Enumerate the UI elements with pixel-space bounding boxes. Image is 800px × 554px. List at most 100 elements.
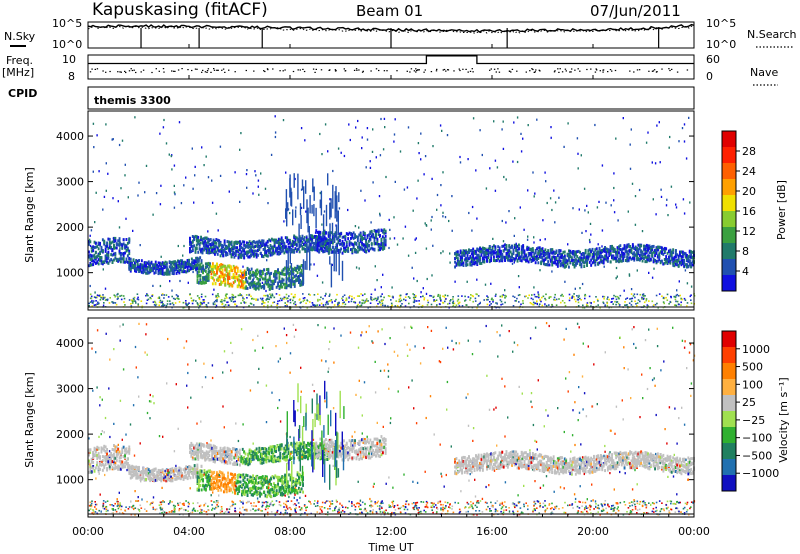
power-echo-cell [648,255,651,258]
power-echo-cell [214,273,217,277]
power-near-cell [361,294,364,297]
power-scatter-cell [628,274,631,277]
power-echo-cell [615,250,618,254]
power-echo-cell [175,263,178,267]
power-scatter-cell [527,235,529,238]
power-echo-cell [506,251,509,255]
power-echo-cell [690,265,693,269]
power-echo-cell [347,246,350,250]
power-near-cell [94,304,97,306]
power-echo-cell [551,248,554,252]
power-echo-cell [181,270,184,274]
power-echo-cell [189,242,191,246]
power-echo-cell [501,252,504,256]
power-near-cell [162,303,164,305]
power-echo-cell [637,243,640,247]
power-echo-cell [165,262,168,266]
power-echo-cell [304,243,307,247]
power-echo-cell [139,263,142,267]
power-echo-cell [261,285,264,288]
power-echo-cell [338,234,341,238]
power-echo-cell [268,284,271,288]
nave-point [302,68,304,70]
power-echo-cell [200,235,202,239]
power-echo-cell [89,261,92,265]
power-near-cell [634,296,636,299]
power-echo-cell [469,262,472,265]
power-scatter-cell [615,137,617,140]
power-echo-cell [649,257,652,261]
power-near-cell [348,301,350,303]
nave-point [213,68,215,70]
power-scatter-cell [601,229,604,232]
power-near-cell [611,301,613,303]
power-scatter-cell [258,288,260,291]
power-near-cell [588,295,591,298]
power-echo-cell [599,251,602,254]
power-echo-cell [201,237,204,241]
power-echo-cell [647,256,650,260]
power-echo-cell [248,270,250,274]
power-scatter-cell [89,234,91,237]
power-scatter-cell [92,122,95,125]
power-echo-cell [157,269,160,273]
power-scatter-cell [682,198,685,201]
power-near-cell [390,299,392,301]
power-near-cell [413,297,416,300]
power-echo-cell [122,258,125,262]
power-echo-cell [119,257,122,261]
power-near-cell [306,299,308,301]
power-echo-cell [305,236,308,240]
power-scatter-cell [536,118,538,121]
power-echo-cell [480,261,483,265]
power-scatter-cell [393,133,396,136]
power-echo-cell [281,279,284,283]
power-echo-cell [319,242,322,246]
power-scatter-cell [563,145,565,148]
power-near-cell [261,297,264,300]
power-echo-cell [359,239,362,243]
power-echo-cell [615,259,618,263]
power-echo-cell [268,248,271,252]
power-scatter-cell [361,147,363,150]
power-scatter-cell [666,198,668,201]
power-echo-cell [645,246,648,250]
power-echo-cell [372,234,375,238]
power-near-cell [401,303,403,305]
power-near-cell [200,302,203,304]
power-echo-cell [249,285,252,289]
power-echo-cell [612,257,615,261]
power-echo-cell [565,264,568,268]
power-near-cell [577,301,580,304]
power-echo-cell [220,252,223,255]
power-scatter-cell [145,164,148,167]
power-echo-cell [563,265,566,269]
power-scatter-cell [117,200,119,203]
power-echo-cell [295,279,298,283]
power-near-cell [267,296,269,298]
power-echo-cell [630,247,633,251]
nave-point [334,69,337,71]
power-echo-cell [254,271,257,275]
power-echo-cell [211,265,214,268]
power-echo-cell [320,247,323,250]
power-near-cell [224,304,227,306]
power-scatter-cell [617,219,619,222]
power-echo-cell [536,247,538,251]
power-echo-cell [277,242,280,246]
power-near-cell [96,303,98,305]
power-scatter-cell [426,277,428,281]
power-echo-cell [178,265,181,269]
nave-point [224,71,226,73]
power-echo-cell [363,236,366,240]
power-scatter-cell [505,178,507,181]
power-echo-cell [94,245,97,249]
nave-point [586,68,588,71]
power-near-cell [262,302,265,304]
power-echo-cell [97,254,100,258]
power-echo-cell [558,252,561,256]
power-echo-cell [663,258,666,261]
power-near-cell [221,303,223,306]
power-echo-cell [289,281,292,285]
power-echo-cell [231,268,234,272]
